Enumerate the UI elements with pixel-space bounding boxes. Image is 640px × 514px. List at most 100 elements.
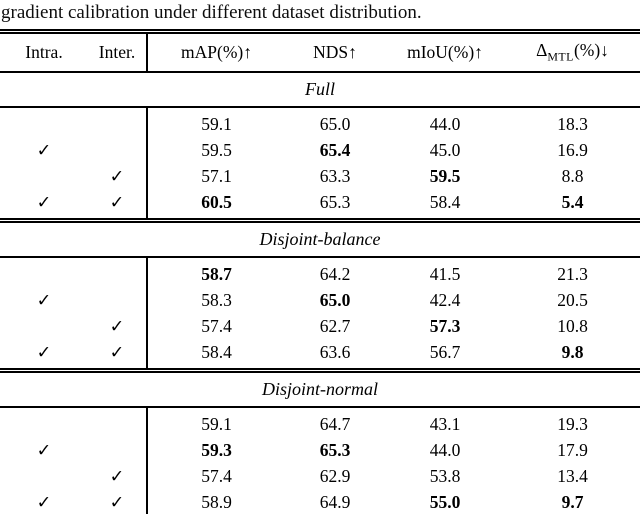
table-row: ✓ ✓ 58.4 63.6 56.7 9.8	[0, 339, 640, 371]
intra-checkmark: ✓	[36, 191, 52, 212]
metric-value: 58.3	[201, 289, 232, 310]
column-header-miou: mIoU(%)↑	[385, 29, 505, 73]
metric-value: 55.0	[385, 489, 505, 514]
intra-checkmark: ✓	[36, 289, 52, 310]
metric-value: 41.5	[429, 263, 461, 284]
metric-value: 9.7	[505, 489, 640, 514]
table-header: Intra. Inter. mAP(%)↑ NDS↑ mIoU(%)↑ ΔMTL…	[0, 29, 640, 73]
metric-value: 10.8	[557, 315, 588, 336]
metric-value: 59.1	[201, 113, 232, 134]
table-row: ✓ 58.3 65.0 42.4 20.5	[0, 287, 640, 313]
metric-value: 63.6	[319, 341, 351, 362]
table-section: Full 59.1 65.0 44.0 18.3 ✓ 59.5 65.4 45.0 16.9 ✓ 57…	[0, 72, 640, 221]
metric-value: 20.5	[557, 289, 588, 310]
intra-empty-cell	[0, 463, 88, 489]
table-row: ✓ 57.4 62.9 53.8 13.4	[0, 463, 640, 489]
metric-value: 58.4	[429, 191, 461, 212]
column-header-nds: NDS↑	[285, 29, 385, 73]
metric-value: 62.7	[319, 315, 351, 336]
metric-value: 65.4	[319, 139, 351, 160]
metric-value: 18.3	[557, 113, 588, 134]
metric-value: 57.4	[201, 465, 232, 486]
intra-empty-cell	[0, 313, 88, 339]
delta-subscript: MTL	[547, 49, 574, 64]
metric-value: 42.4	[429, 289, 461, 310]
section-title: Full	[0, 72, 640, 108]
table-row: 59.1 64.7 43.1 19.3	[0, 407, 640, 437]
column-header-delta-mtl: ΔMTL(%)↓	[505, 29, 640, 73]
metric-value: 56.7	[429, 341, 461, 362]
metric-value: 59.5	[429, 165, 461, 186]
metric-value: 17.9	[557, 439, 588, 460]
section-title-row: Disjoint-balance	[0, 218, 640, 258]
intra-checkmark: ✓	[36, 139, 52, 160]
metric-value: 21.3	[557, 263, 588, 284]
intra-empty-cell	[0, 107, 88, 137]
table-section: Disjoint-normal 59.1 64.7 43.1 19.3 ✓ 59.3 65.3…	[0, 368, 640, 514]
table-row: 58.7 64.2 41.5 21.3	[0, 257, 640, 287]
metric-value: 64.9	[285, 489, 385, 514]
delta-symbol: Δ	[536, 40, 548, 61]
intra-empty-cell	[0, 257, 88, 287]
inter-checkmark: ✓	[88, 189, 148, 221]
inter-checkmark: ✓	[88, 163, 148, 189]
metric-value: 43.1	[429, 413, 461, 434]
metric-value: 8.8	[561, 165, 584, 186]
metric-value: 5.4	[561, 191, 584, 212]
section-title-row: Full	[0, 72, 640, 108]
intra-checkmark: ✓	[36, 439, 52, 460]
section-title: Disjoint-balance	[0, 218, 640, 258]
header-row: Intra. Inter. mAP(%)↑ NDS↑ mIoU(%)↑ ΔMTL…	[0, 29, 640, 73]
table-row: 59.1 65.0 44.0 18.3	[0, 107, 640, 137]
inter-checkmark: ✓	[88, 339, 148, 371]
metric-value: 19.3	[557, 413, 588, 434]
metric-value: 59.3	[201, 439, 232, 460]
metric-value: 9.8	[561, 341, 584, 362]
intra-empty-cell	[0, 407, 88, 437]
inter-empty-cell	[88, 137, 148, 163]
inter-empty-cell	[88, 407, 148, 437]
metric-value: 58.7	[201, 263, 232, 284]
metric-value: 64.2	[319, 263, 351, 284]
metric-value: 65.0	[319, 289, 351, 310]
inter-checkmark: ✓	[88, 313, 148, 339]
metric-value: 65.3	[319, 191, 351, 212]
column-header-inter: Inter.	[88, 29, 148, 73]
section-title-row: Disjoint-normal	[0, 368, 640, 408]
metric-value: 64.7	[319, 413, 351, 434]
table-row: ✓ 59.5 65.4 45.0 16.9	[0, 137, 640, 163]
metric-value: 59.5	[201, 139, 232, 160]
table-row: ✓ ✓ 60.5 65.3 58.4 5.4	[0, 189, 640, 221]
metric-value: 59.1	[201, 413, 232, 434]
metric-value: 58.9	[147, 489, 285, 514]
metric-value: 44.0	[429, 113, 461, 134]
metric-value: 62.9	[319, 465, 351, 486]
metric-value: 57.3	[429, 315, 461, 336]
delta-suffix: (%)↓	[573, 40, 609, 61]
metric-value: 53.8	[429, 465, 461, 486]
inter-empty-cell	[88, 287, 148, 313]
metric-value: 60.5	[201, 191, 232, 212]
inter-empty-cell	[88, 437, 148, 463]
table-row: ✓ ✓ 58.9 64.9 55.0 9.7	[0, 489, 640, 514]
intra-checkmark: ✓	[0, 489, 88, 514]
table-row: ✓ 59.3 65.3 44.0 17.9	[0, 437, 640, 463]
metric-value: 13.4	[557, 465, 588, 486]
metric-value: 44.0	[429, 439, 461, 460]
metric-value: 16.9	[557, 139, 588, 160]
metric-value: 45.0	[429, 139, 461, 160]
column-header-intra: Intra.	[0, 29, 88, 73]
metric-value: 58.4	[201, 341, 232, 362]
table-row: ✓ 57.1 63.3 59.5 8.8	[0, 163, 640, 189]
intra-checkmark: ✓	[36, 341, 52, 362]
metric-value: 65.3	[319, 439, 351, 460]
section-title: Disjoint-normal	[0, 368, 640, 408]
inter-checkmark: ✓	[88, 489, 148, 514]
inter-empty-cell	[88, 257, 148, 287]
table-caption: gradient calibration under different dat…	[1, 2, 422, 23]
metric-value: 63.3	[319, 165, 351, 186]
inter-empty-cell	[88, 107, 148, 137]
intra-empty-cell	[0, 163, 88, 189]
table-row: ✓ 57.4 62.7 57.3 10.8	[0, 313, 640, 339]
results-table: Intra. Inter. mAP(%)↑ NDS↑ mIoU(%)↑ ΔMTL…	[0, 29, 640, 514]
